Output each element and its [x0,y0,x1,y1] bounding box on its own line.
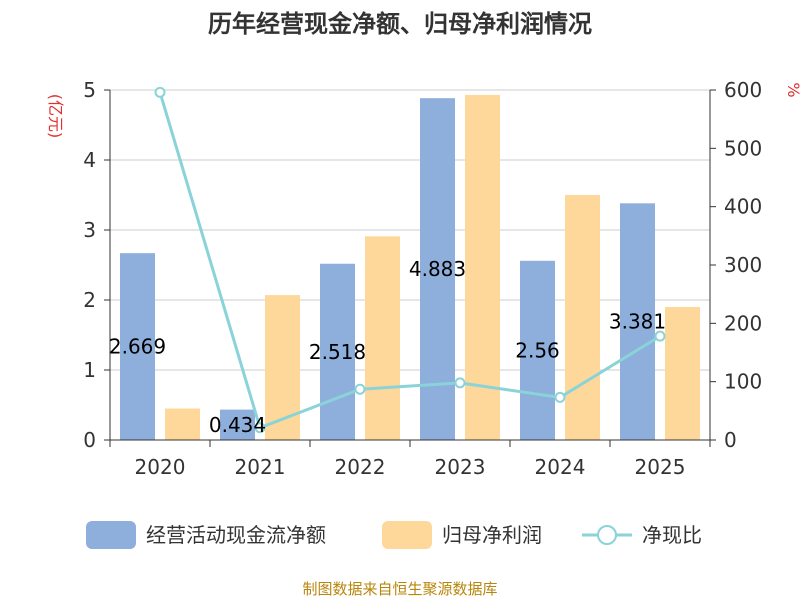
net-profit-bar [365,236,400,440]
cashflow-data-label: 0.434 [209,413,266,437]
right-tick-label: 400 [724,195,762,219]
legend-label-net-profit: 归母净利润 [442,523,542,547]
left-axis-unit: (亿元) [46,94,65,139]
x-tick-label: 2021 [235,455,286,479]
legend-swatch-cashflow [86,521,136,549]
ratio-line-series [154,86,666,434]
left-tick-label: 5 [83,78,96,102]
left-tick-label: 2 [83,288,96,312]
legend-marker-ratio [597,525,617,545]
right-tick-label: 600 [724,78,762,102]
x-tick-label: 2020 [135,455,186,479]
right-tick-label: 200 [724,311,762,335]
net-profit-bar [465,94,500,441]
cashflow-data-label: 4.883 [409,257,466,281]
cashflow-bar [220,409,255,440]
x-tick-label: 2023 [435,455,486,479]
net-profit-bar [165,408,200,440]
cashflow-bar [320,263,355,440]
left-tick-label: 4 [83,148,96,172]
cashflow-data-label: 2.518 [309,340,366,364]
ratio-point [554,391,566,403]
legend-label-cashflow: 经营活动现金流净额 [146,523,326,547]
cashflow-bar [620,203,655,440]
ratio-point [654,330,666,342]
x-tick-label: 2025 [635,455,686,479]
legend-swatch-net-profit [382,521,432,549]
left-tick-label: 0 [83,428,96,452]
net-profit-bar [665,307,700,440]
data-labels: 2.669 0.434 2.518 4.883 2.56 3.381 [109,257,666,437]
cashflow-bar [520,260,555,440]
right-tick-label: 500 [724,136,762,160]
ratio-point [154,86,166,98]
cashflow-data-label: 3.381 [609,310,666,334]
legend-label-ratio: 净现比 [642,523,702,547]
right-axis-unit: % [784,82,800,97]
chart-title: 历年经营现金净额、归母净利润情况 [208,10,592,38]
ratio-point [254,422,266,434]
cashflow-data-label: 2.56 [515,338,560,362]
left-tick-label: 3 [83,218,96,242]
right-tick-label: 300 [724,253,762,277]
ratio-point [354,383,366,395]
source-note: 制图数据来自恒生聚源数据库 [302,580,497,598]
x-tick-label: 2024 [535,455,586,479]
cashflow-data-label: 2.669 [109,335,166,359]
legend: 经营活动现金流净额 归母净利润 净现比 [86,521,702,549]
right-tick-label: 0 [724,428,737,452]
right-tick-label: 100 [724,370,762,394]
ratio-point [454,377,466,389]
x-tick-label: 2022 [335,455,386,479]
axes: 0 1 2 3 4 5 0 100 200 300 400 500 600 2020 2021 2022 202… [83,78,762,479]
ratio-line [158,91,661,430]
net-profit-bar [565,195,600,440]
left-tick-label: 1 [83,358,96,382]
cashflow-bar [120,253,155,440]
bars [120,94,700,441]
